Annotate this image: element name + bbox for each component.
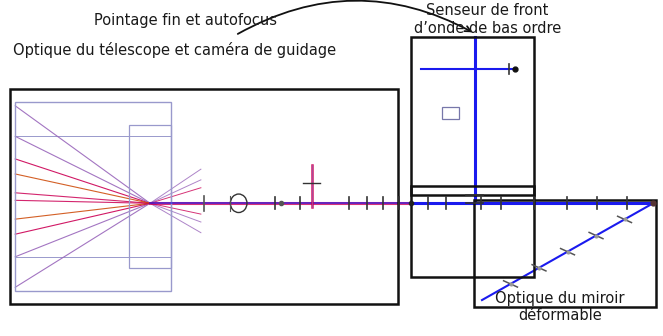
Bar xyxy=(411,37,534,195)
Bar xyxy=(10,89,398,304)
Bar xyxy=(474,200,656,307)
Text: Pointage fin et autofocus: Pointage fin et autofocus xyxy=(94,13,277,29)
Text: Optique du télescope et caméra de guidage: Optique du télescope et caméra de guidag… xyxy=(13,42,336,58)
Bar xyxy=(411,186,534,277)
Bar xyxy=(129,125,171,268)
Text: Senseur de front
d’onde de bas ordre: Senseur de front d’onde de bas ordre xyxy=(414,3,561,36)
Text: Optique du miroir
déformable: Optique du miroir déformable xyxy=(495,291,625,323)
Bar xyxy=(15,102,171,291)
Bar xyxy=(442,107,459,119)
